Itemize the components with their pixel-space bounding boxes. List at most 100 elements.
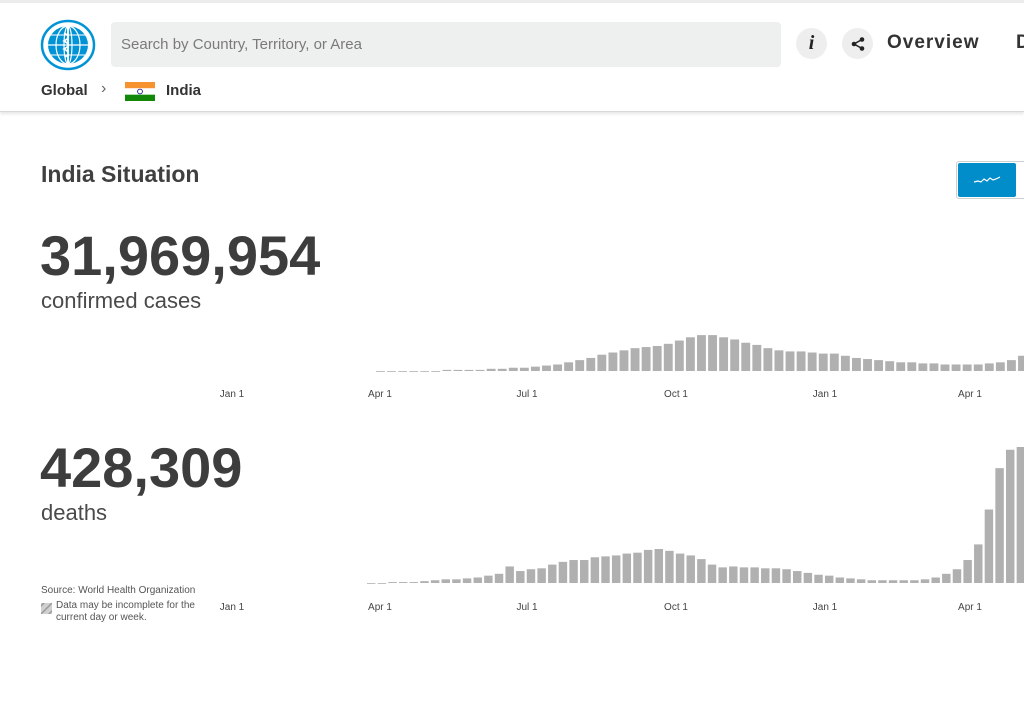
chart-bar[interactable] xyxy=(896,362,906,371)
chart-bar[interactable] xyxy=(611,555,621,583)
chart-bar[interactable] xyxy=(931,577,940,583)
chart-bar[interactable] xyxy=(388,582,397,583)
chart-bar[interactable] xyxy=(537,568,546,583)
chart-bar[interactable] xyxy=(951,364,961,371)
chart-bar[interactable] xyxy=(729,566,738,583)
chart-bar[interactable] xyxy=(846,578,855,583)
chart-bar[interactable] xyxy=(663,343,673,371)
chart-bar[interactable] xyxy=(464,369,474,371)
chart-bar[interactable] xyxy=(590,557,600,583)
chart-bar[interactable] xyxy=(807,352,817,371)
chart-bar[interactable] xyxy=(782,569,791,583)
chart-bar[interactable] xyxy=(643,549,653,583)
chart-bar[interactable] xyxy=(867,580,876,583)
chart-bar[interactable] xyxy=(697,559,706,583)
who-logo-icon[interactable] xyxy=(39,19,97,71)
chart-bar[interactable] xyxy=(1018,355,1024,371)
chart-bar[interactable] xyxy=(586,357,596,371)
chart-bar[interactable] xyxy=(899,580,908,583)
chart-bar[interactable] xyxy=(548,564,557,583)
chart-bar[interactable] xyxy=(442,369,452,371)
chart-bar[interactable] xyxy=(575,360,585,371)
chart-bar[interactable] xyxy=(963,560,972,583)
chart-bar[interactable] xyxy=(910,580,919,583)
chart-bar[interactable] xyxy=(741,342,751,371)
chart-bar[interactable] xyxy=(739,567,749,583)
chart-bar[interactable] xyxy=(708,335,717,371)
chart-bar[interactable] xyxy=(984,363,994,371)
chart-bar[interactable] xyxy=(1006,360,1016,371)
chart-bar[interactable] xyxy=(580,560,589,583)
chart-bar[interactable] xyxy=(719,337,729,371)
chart-bar[interactable] xyxy=(962,364,972,371)
chart-bar[interactable] xyxy=(409,371,419,372)
chart-bar[interactable] xyxy=(484,575,493,583)
chart-bar[interactable] xyxy=(796,351,806,371)
chart-bar[interactable] xyxy=(686,555,695,583)
chart-bar[interactable] xyxy=(453,369,463,371)
chart-bar[interactable] xyxy=(995,468,1004,583)
line-chart-toggle-button[interactable] xyxy=(958,163,1016,197)
chart-bar[interactable] xyxy=(1006,449,1015,583)
chart-bar[interactable] xyxy=(774,350,784,371)
chart-bar[interactable] xyxy=(984,509,994,583)
chart-bar[interactable] xyxy=(430,580,440,583)
chart-bar[interactable] xyxy=(420,581,429,583)
chart-bar[interactable] xyxy=(387,371,396,372)
chart-bar[interactable] xyxy=(907,362,917,371)
chart-bar[interactable] xyxy=(505,566,514,583)
chart-bar[interactable] xyxy=(685,337,695,371)
chart-bar[interactable] xyxy=(558,561,568,583)
chart-bar[interactable] xyxy=(1016,447,1024,583)
breadcrumb-global[interactable]: Global xyxy=(41,82,88,99)
chart-bar[interactable] xyxy=(761,568,770,583)
search-input[interactable] xyxy=(111,22,771,67)
chart-bar[interactable] xyxy=(674,340,684,371)
chart-bar[interactable] xyxy=(398,582,408,583)
chart-bar[interactable] xyxy=(793,571,802,583)
chart-bar[interactable] xyxy=(665,550,674,583)
chart-bar[interactable] xyxy=(750,567,759,583)
chart-bar[interactable] xyxy=(494,573,504,583)
chart-bar[interactable] xyxy=(608,352,618,371)
chart-bar[interactable] xyxy=(995,362,1005,371)
chart-bar[interactable] xyxy=(885,361,895,371)
chart-bar[interactable] xyxy=(771,568,781,583)
chart-bar[interactable] xyxy=(473,577,482,583)
chart-bar[interactable] xyxy=(888,580,898,583)
chart-bar[interactable] xyxy=(974,544,983,583)
chart-bar[interactable] xyxy=(940,364,950,371)
chart-bar[interactable] xyxy=(452,579,461,583)
chart-bar[interactable] xyxy=(569,560,578,583)
chart-bar[interactable] xyxy=(519,367,529,371)
chart-bar[interactable] xyxy=(829,353,839,371)
info-button[interactable]: i xyxy=(796,28,827,59)
chart-bar[interactable] xyxy=(641,347,651,371)
chart-bar[interactable] xyxy=(516,571,525,583)
chart-bar[interactable] xyxy=(707,564,717,583)
chart-bar[interactable] xyxy=(840,355,850,371)
chart-bar[interactable] xyxy=(420,371,430,372)
chart-bar[interactable] xyxy=(367,583,376,584)
chart-bar[interactable] xyxy=(377,583,387,584)
chart-bar[interactable] xyxy=(542,365,551,371)
chart-bar[interactable] xyxy=(441,579,450,583)
chart-bar[interactable] xyxy=(852,357,861,371)
chart-bar[interactable] xyxy=(633,552,642,583)
chart-bar[interactable] xyxy=(752,344,762,371)
chart-bar[interactable] xyxy=(803,572,813,583)
nav-next-partial[interactable]: D xyxy=(1016,32,1024,53)
search-field[interactable] xyxy=(111,22,781,67)
chart-bar[interactable] xyxy=(973,364,983,371)
chart-bar[interactable] xyxy=(619,350,629,371)
chart-bar[interactable] xyxy=(553,364,562,371)
chart-bar[interactable] xyxy=(952,569,962,583)
chart-bar[interactable] xyxy=(654,549,663,583)
chart-bar[interactable] xyxy=(630,348,640,371)
chart-bar[interactable] xyxy=(920,579,930,583)
chart-bar[interactable] xyxy=(918,363,928,371)
chart-bar[interactable] xyxy=(530,366,540,371)
chart-bar[interactable] xyxy=(675,553,685,583)
chart-bar[interactable] xyxy=(597,354,607,371)
chart-bar[interactable] xyxy=(730,339,740,371)
